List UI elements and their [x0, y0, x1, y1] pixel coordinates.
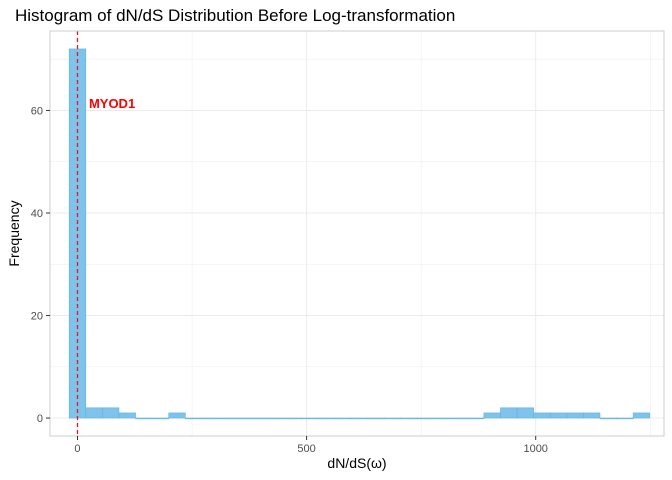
histogram-bar [583, 412, 601, 419]
histogram-bar [301, 417, 319, 420]
histogram-bar [483, 412, 501, 419]
y-tick-label: 0 [37, 413, 43, 425]
histogram-bar [616, 417, 634, 420]
histogram-bar [450, 417, 468, 420]
histogram-bar [500, 407, 518, 419]
histogram-bar [549, 412, 568, 419]
x-axis-ticks: 0 500 1000 [74, 436, 548, 455]
x-tick-label: 500 [297, 443, 315, 455]
histogram-bar [350, 417, 369, 420]
histogram-bar [417, 417, 435, 420]
y-tick-label: 60 [31, 105, 43, 117]
annotation-label: MYOD1 [89, 96, 135, 111]
annotation-group: MYOD1 [89, 96, 135, 111]
histogram-bar [168, 412, 186, 419]
y-axis-title: Frequency [6, 200, 22, 266]
histogram-bar [284, 417, 302, 420]
histogram-bar [632, 412, 651, 419]
x-tick-label: 0 [74, 443, 80, 455]
histogram-bar [433, 417, 452, 420]
histogram-bar [599, 417, 617, 420]
x-tick-label: 1000 [523, 443, 547, 455]
panel-border [49, 30, 665, 437]
y-tick-label: 40 [31, 208, 43, 220]
histogram-bar [251, 417, 269, 420]
histogram-bar [384, 417, 402, 420]
histogram-bar [334, 417, 352, 420]
histogram-bars [68, 48, 651, 420]
histogram-bar [201, 417, 219, 420]
histogram-bar [466, 417, 485, 420]
histogram-bar [367, 417, 385, 420]
histogram-bar [267, 417, 286, 420]
x-axis-title: dN/dS(ω) [327, 455, 386, 471]
histogram-bar [218, 417, 236, 420]
y-axis-ticks: 0 20 40 60 [31, 105, 50, 425]
histogram-bar [516, 407, 534, 419]
histogram-bar [85, 407, 103, 419]
histogram-bar [400, 417, 418, 420]
histogram-bar [151, 417, 170, 420]
histogram-bar [317, 417, 335, 420]
chart-title: Histogram of dN/dS Distribution Before L… [15, 6, 455, 25]
histogram-bar [102, 407, 120, 419]
histogram-bar [533, 412, 551, 419]
histogram-bar [566, 412, 584, 419]
histogram-bar [118, 412, 136, 419]
histogram-bar [234, 417, 252, 420]
histogram-bar [135, 417, 153, 420]
grid-lines [50, 31, 664, 436]
y-tick-label: 20 [31, 311, 43, 323]
histogram-bar [185, 417, 203, 420]
